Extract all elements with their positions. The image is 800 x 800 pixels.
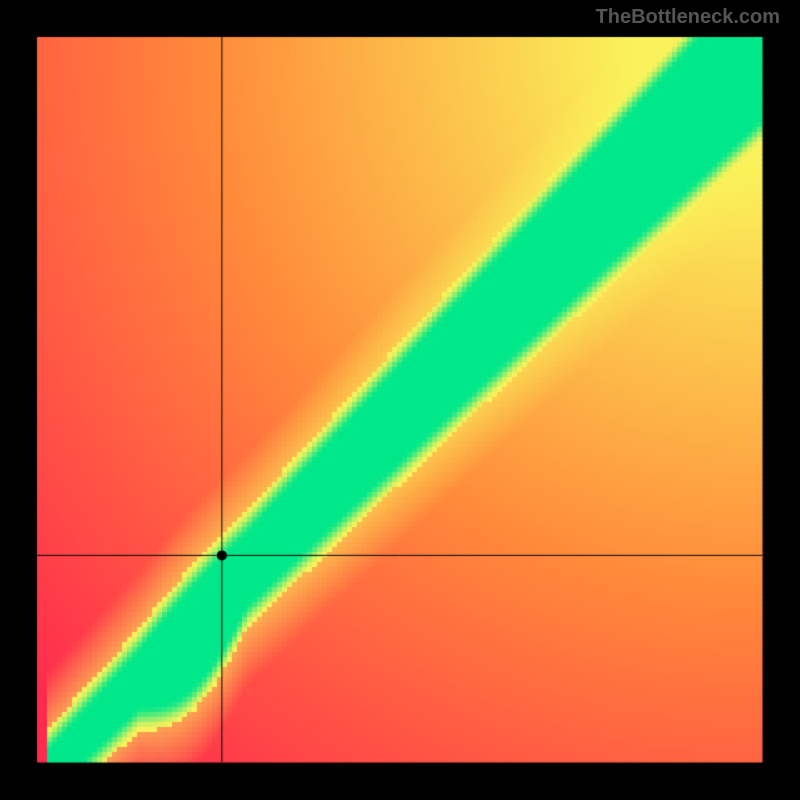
bottleneck-heatmap bbox=[0, 0, 800, 800]
chart-container: { "watermark": { "text": "TheBottleneck.… bbox=[0, 0, 800, 800]
